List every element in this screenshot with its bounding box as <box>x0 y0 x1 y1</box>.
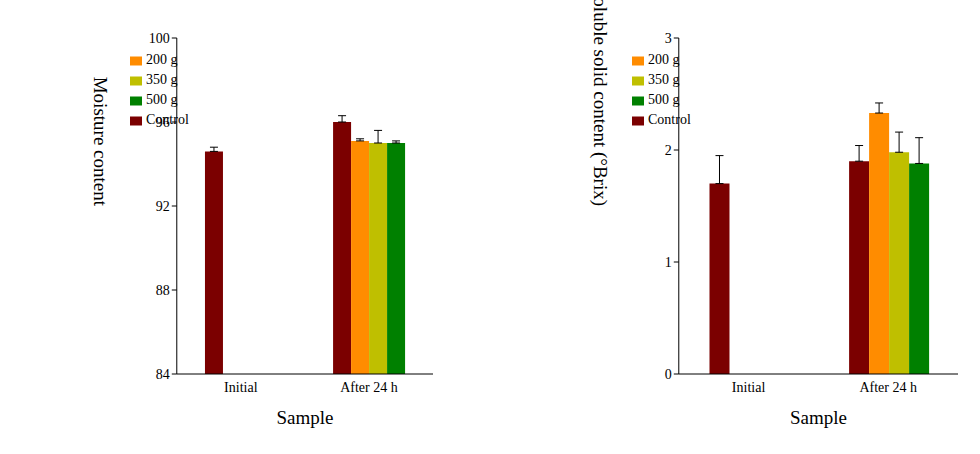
svg-text:0: 0 <box>665 367 672 382</box>
svg-text:92: 92 <box>156 199 170 214</box>
svg-text:Moisture content: Moisture content <box>90 77 111 207</box>
svg-text:After 24 h: After 24 h <box>859 380 917 395</box>
svg-text:1: 1 <box>665 255 672 270</box>
svg-text:3: 3 <box>665 31 672 46</box>
svg-text:2: 2 <box>665 143 672 158</box>
svg-text:88: 88 <box>156 283 170 298</box>
svg-text:Soluble solid content (°Brix): Soluble solid content (°Brix) <box>589 0 611 206</box>
svg-text:Initial: Initial <box>732 380 766 395</box>
svg-text:84: 84 <box>156 367 170 382</box>
svg-text:Sample: Sample <box>790 407 847 428</box>
svg-text:Initial: Initial <box>224 380 258 395</box>
svg-text:Sample: Sample <box>276 407 333 428</box>
svg-text:After 24 h: After 24 h <box>340 380 398 395</box>
svg-text:100: 100 <box>149 31 170 46</box>
svg-text:96: 96 <box>156 115 170 130</box>
